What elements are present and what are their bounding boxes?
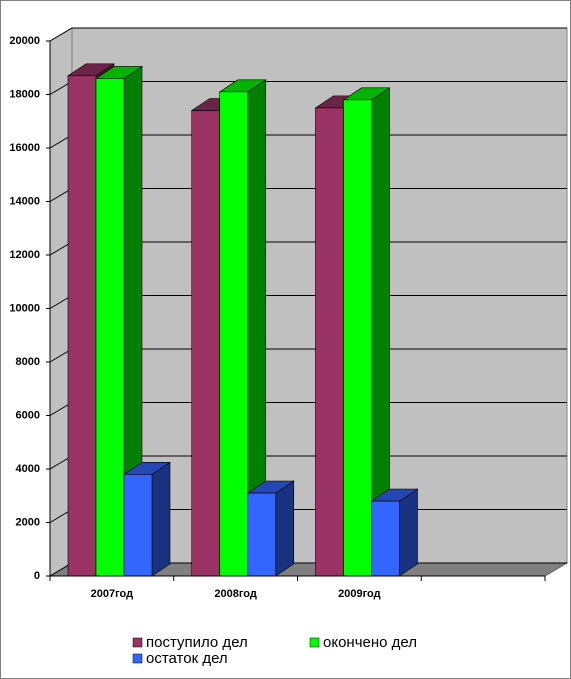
y-tick-label: 0 bbox=[34, 570, 40, 582]
x-tick-label: 2008год bbox=[214, 588, 256, 600]
bar bbox=[95, 65, 143, 577]
bar-side bbox=[275, 480, 295, 577]
bars bbox=[67, 63, 419, 577]
legend: поступило дел окончено дел остаток дел bbox=[132, 634, 417, 667]
bar-side bbox=[399, 488, 418, 577]
legend-label: окончено дел bbox=[323, 634, 417, 651]
bar-front bbox=[191, 110, 221, 577]
x-tick-label: 2007год bbox=[91, 588, 133, 600]
legend-label: остаток дел bbox=[146, 650, 228, 667]
bar-front bbox=[123, 474, 153, 577]
y-tick-label: 4000 bbox=[16, 463, 40, 475]
grid-line bbox=[49, 27, 567, 42]
bar bbox=[123, 461, 171, 577]
bar-front bbox=[67, 75, 97, 577]
y-tick-label: 2000 bbox=[16, 516, 40, 528]
x-tick-label: 2009год bbox=[338, 588, 380, 600]
bar-front bbox=[343, 99, 372, 577]
bar-front bbox=[247, 492, 277, 577]
legend-swatch bbox=[132, 653, 143, 664]
bar bbox=[370, 488, 419, 577]
legend-swatch bbox=[309, 637, 320, 648]
y-tick-label: 12000 bbox=[9, 249, 40, 261]
y-tick-label: 18000 bbox=[9, 88, 40, 100]
legend-label: поступило дел bbox=[146, 634, 248, 651]
y-tick-label: 6000 bbox=[16, 409, 40, 421]
y-tick-label: 16000 bbox=[9, 142, 40, 154]
y-tick-label: 10000 bbox=[9, 302, 40, 314]
bar bbox=[342, 87, 391, 577]
bar-front bbox=[371, 500, 400, 577]
bar bbox=[218, 79, 267, 577]
bar-front bbox=[315, 107, 344, 577]
bar bbox=[246, 480, 295, 577]
bar-front bbox=[95, 78, 125, 577]
bar-front bbox=[219, 91, 249, 577]
y-tick-label: 14000 bbox=[9, 195, 40, 207]
y-tick-label: 8000 bbox=[16, 356, 40, 368]
bar-side bbox=[151, 461, 171, 577]
y-tick-label: 20000 bbox=[9, 35, 40, 47]
legend-swatch bbox=[132, 637, 143, 648]
